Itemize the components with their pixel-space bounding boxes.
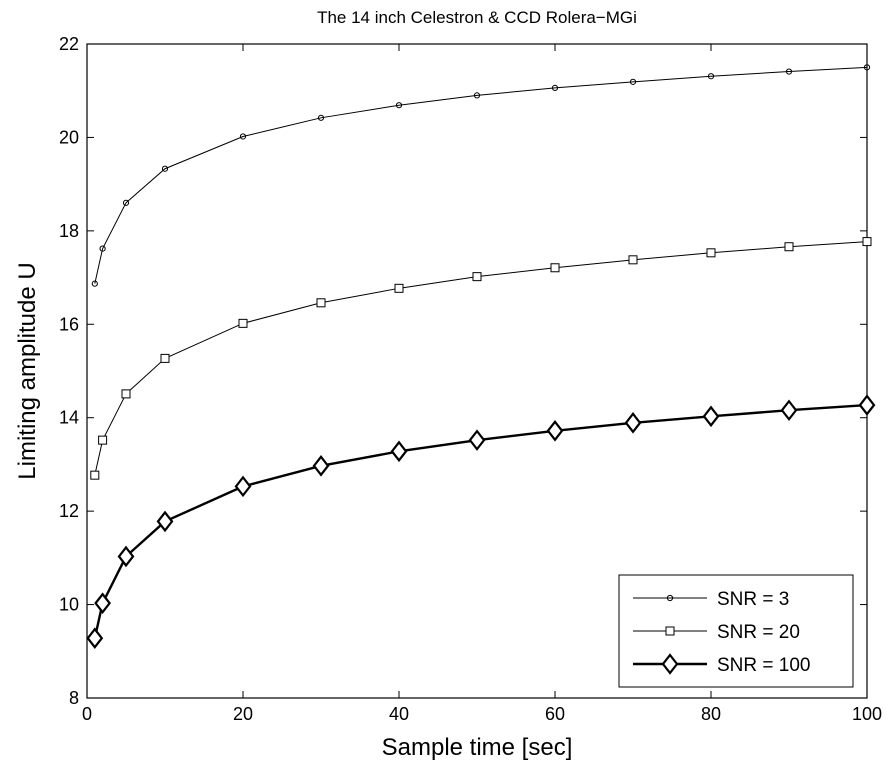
data-point-circle — [239, 133, 247, 140]
data-point-diamond — [468, 429, 486, 451]
data-point-circle — [395, 102, 403, 109]
data-point-diamond — [780, 399, 798, 422]
y-tick-label: 16 — [59, 314, 79, 334]
data-point-square — [550, 263, 560, 273]
data-point-circle — [707, 73, 715, 80]
x-tick-label: 80 — [701, 704, 721, 724]
data-point-circle — [666, 594, 674, 602]
data-point-circle — [161, 165, 169, 172]
y-tick-label: 12 — [59, 501, 79, 521]
data-point-circle — [863, 64, 871, 71]
data-point-diamond — [702, 405, 720, 428]
data-point-square — [628, 255, 638, 265]
x-tick-label: 20 — [233, 704, 253, 724]
data-point-diamond — [546, 420, 564, 442]
data-point-diamond — [624, 412, 642, 434]
data-point-diamond — [86, 627, 104, 649]
data-point-square — [862, 237, 872, 247]
data-point-circle — [473, 92, 481, 99]
legend: SNR = 3 SNR = 20 SNR = 100 — [618, 574, 854, 688]
data-point-square — [706, 248, 716, 258]
legend-label: SNR = 3 — [717, 589, 789, 610]
axes: 0 20 40 60 80 100 8 10 12 14 16 18 20 22 — [59, 34, 882, 724]
data-point-square — [238, 318, 248, 328]
legend-label: SNR = 100 — [717, 655, 810, 676]
data-point-square — [160, 353, 170, 363]
data-point-circle — [551, 84, 559, 92]
data-point-square — [665, 626, 675, 636]
y-tick-label: 10 — [59, 595, 79, 615]
x-tick-label: 60 — [545, 704, 565, 724]
y-tick-label: 22 — [59, 34, 79, 54]
series-circle — [91, 64, 871, 287]
series-layer — [86, 64, 876, 649]
series-diamond — [86, 394, 876, 649]
data-point-square — [90, 470, 100, 480]
data-point-square — [394, 283, 404, 293]
data-point-diamond — [312, 455, 330, 477]
data-point-circle — [629, 78, 637, 85]
x-tick-label: 100 — [852, 704, 882, 724]
data-point-square — [472, 272, 482, 282]
plot-frame — [86, 43, 868, 699]
x-axis-title: Sample time [sec] — [382, 734, 573, 761]
data-point-circle — [317, 114, 325, 121]
data-point-circle — [99, 245, 106, 252]
series-line — [94, 66, 868, 284]
legend-entry: SNR = 3 — [633, 589, 789, 610]
y-axis-title: Limiting amplitude U — [14, 262, 41, 479]
data-point-diamond — [234, 475, 252, 498]
data-point-square — [316, 298, 326, 308]
legend-entry: SNR = 20 — [633, 622, 800, 643]
data-point-diamond — [94, 592, 111, 614]
chart-title: The 14 inch Celestron & CCD Rolera−MGi — [317, 8, 637, 27]
data-point-diamond — [858, 394, 876, 416]
data-point-circle — [91, 280, 98, 287]
x-tick-label: 0 — [82, 704, 92, 724]
data-point-square — [98, 435, 108, 445]
y-tick-label: 8 — [69, 688, 79, 708]
data-point-circle — [785, 68, 793, 75]
y-tick-label: 18 — [59, 221, 79, 241]
data-point-diamond — [390, 440, 408, 463]
legend-entry: SNR = 100 — [633, 653, 810, 676]
legend-box — [618, 574, 854, 688]
series-square — [90, 237, 872, 480]
data-point-square — [784, 242, 794, 252]
data-point-diamond — [661, 653, 679, 675]
legend-label: SNR = 20 — [717, 622, 800, 643]
x-tick-label: 40 — [389, 704, 409, 724]
y-tick-label: 20 — [59, 127, 79, 147]
data-point-diamond — [117, 545, 135, 568]
data-point-square — [121, 389, 131, 399]
data-point-circle — [122, 199, 130, 206]
y-tick-label: 14 — [59, 408, 79, 428]
data-point-diamond — [156, 510, 174, 533]
